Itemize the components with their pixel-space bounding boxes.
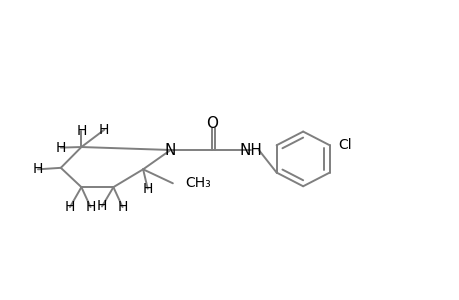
Text: H: H (65, 200, 75, 214)
Text: H: H (56, 141, 66, 154)
Text: O: O (205, 116, 217, 131)
Text: H: H (76, 124, 86, 138)
Text: H: H (85, 200, 95, 214)
Text: N: N (164, 142, 176, 158)
Text: H: H (33, 162, 43, 176)
Text: H: H (99, 123, 109, 137)
Text: CH₃: CH₃ (185, 176, 211, 190)
Text: H: H (96, 200, 107, 214)
Text: H: H (117, 200, 128, 214)
Text: H: H (142, 182, 152, 196)
Text: Cl: Cl (337, 138, 351, 152)
Text: NH: NH (239, 142, 262, 158)
